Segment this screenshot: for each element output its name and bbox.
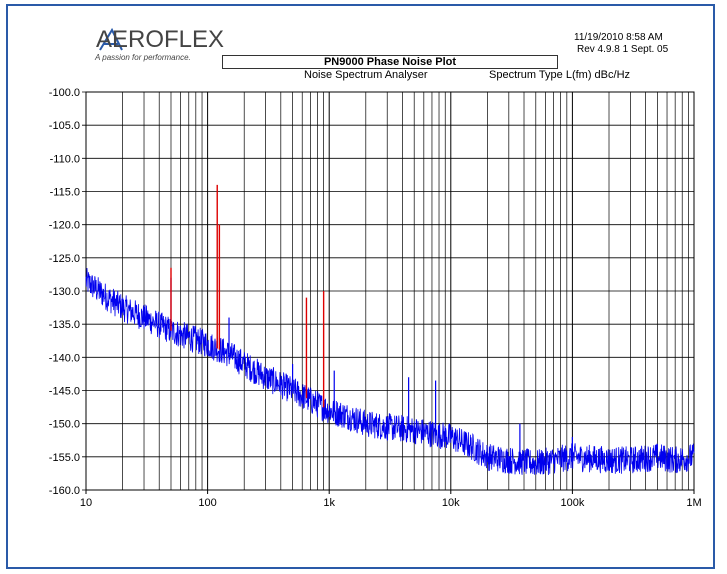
timestamp: 11/19/2010 8:58 AM <box>574 32 663 43</box>
y-tick-label: -140.0 <box>49 352 80 364</box>
y-tick-label: -150.0 <box>49 419 80 431</box>
logo-tagline: A passion for performance. <box>95 53 191 62</box>
y-tick-label: -145.0 <box>49 386 80 398</box>
grid-lines <box>82 91 695 494</box>
revision-label: Rev 4.9.8 1 Sept. 05 <box>577 44 669 55</box>
x-tick-label: 1M <box>686 497 701 509</box>
y-tick-label: -160.0 <box>49 485 80 497</box>
axis-labels: -100.0 -105.0 -110.0 -115.0 -120.0 -125.0 -130… <box>49 27 702 509</box>
chart-frame: -100.0 -105.0 -110.0 -115.0 -120.0 -125.0 -130… <box>6 4 715 569</box>
noise-trace <box>85 267 695 476</box>
y-tick-label: -155.0 <box>49 452 80 464</box>
spectrum-type-label: Spectrum Type L(fm) dBc/Hz <box>489 69 631 81</box>
x-tick-label: 1k <box>323 497 335 509</box>
x-tick-label: 100k <box>560 497 584 509</box>
phase-noise-chart: -100.0 -105.0 -110.0 -115.0 -120.0 -125.0 -130… <box>49 27 702 509</box>
y-tick-label: -130.0 <box>49 286 80 298</box>
x-tick-label: 10 <box>80 497 92 509</box>
y-tick-label: -135.0 <box>49 319 80 331</box>
y-tick-label: -110.0 <box>50 153 80 165</box>
y-tick-label: -115.0 <box>50 187 80 199</box>
x-tick-label: 100 <box>198 497 216 509</box>
x-tick-label: 10k <box>442 497 460 509</box>
aeroflex-logo: AEROFLEX <box>96 26 225 53</box>
y-tick-label: -120.0 <box>49 220 80 232</box>
logo-icon <box>99 27 123 51</box>
y-tick-label: -125.0 <box>49 253 80 265</box>
plot-title: PN9000 Phase Noise Plot <box>222 55 558 69</box>
y-tick-label: -100.0 <box>49 87 80 99</box>
y-tick-label: -105.0 <box>49 120 80 132</box>
plot-subtitle: Noise Spectrum Analyser <box>304 69 428 81</box>
traces <box>85 184 695 476</box>
